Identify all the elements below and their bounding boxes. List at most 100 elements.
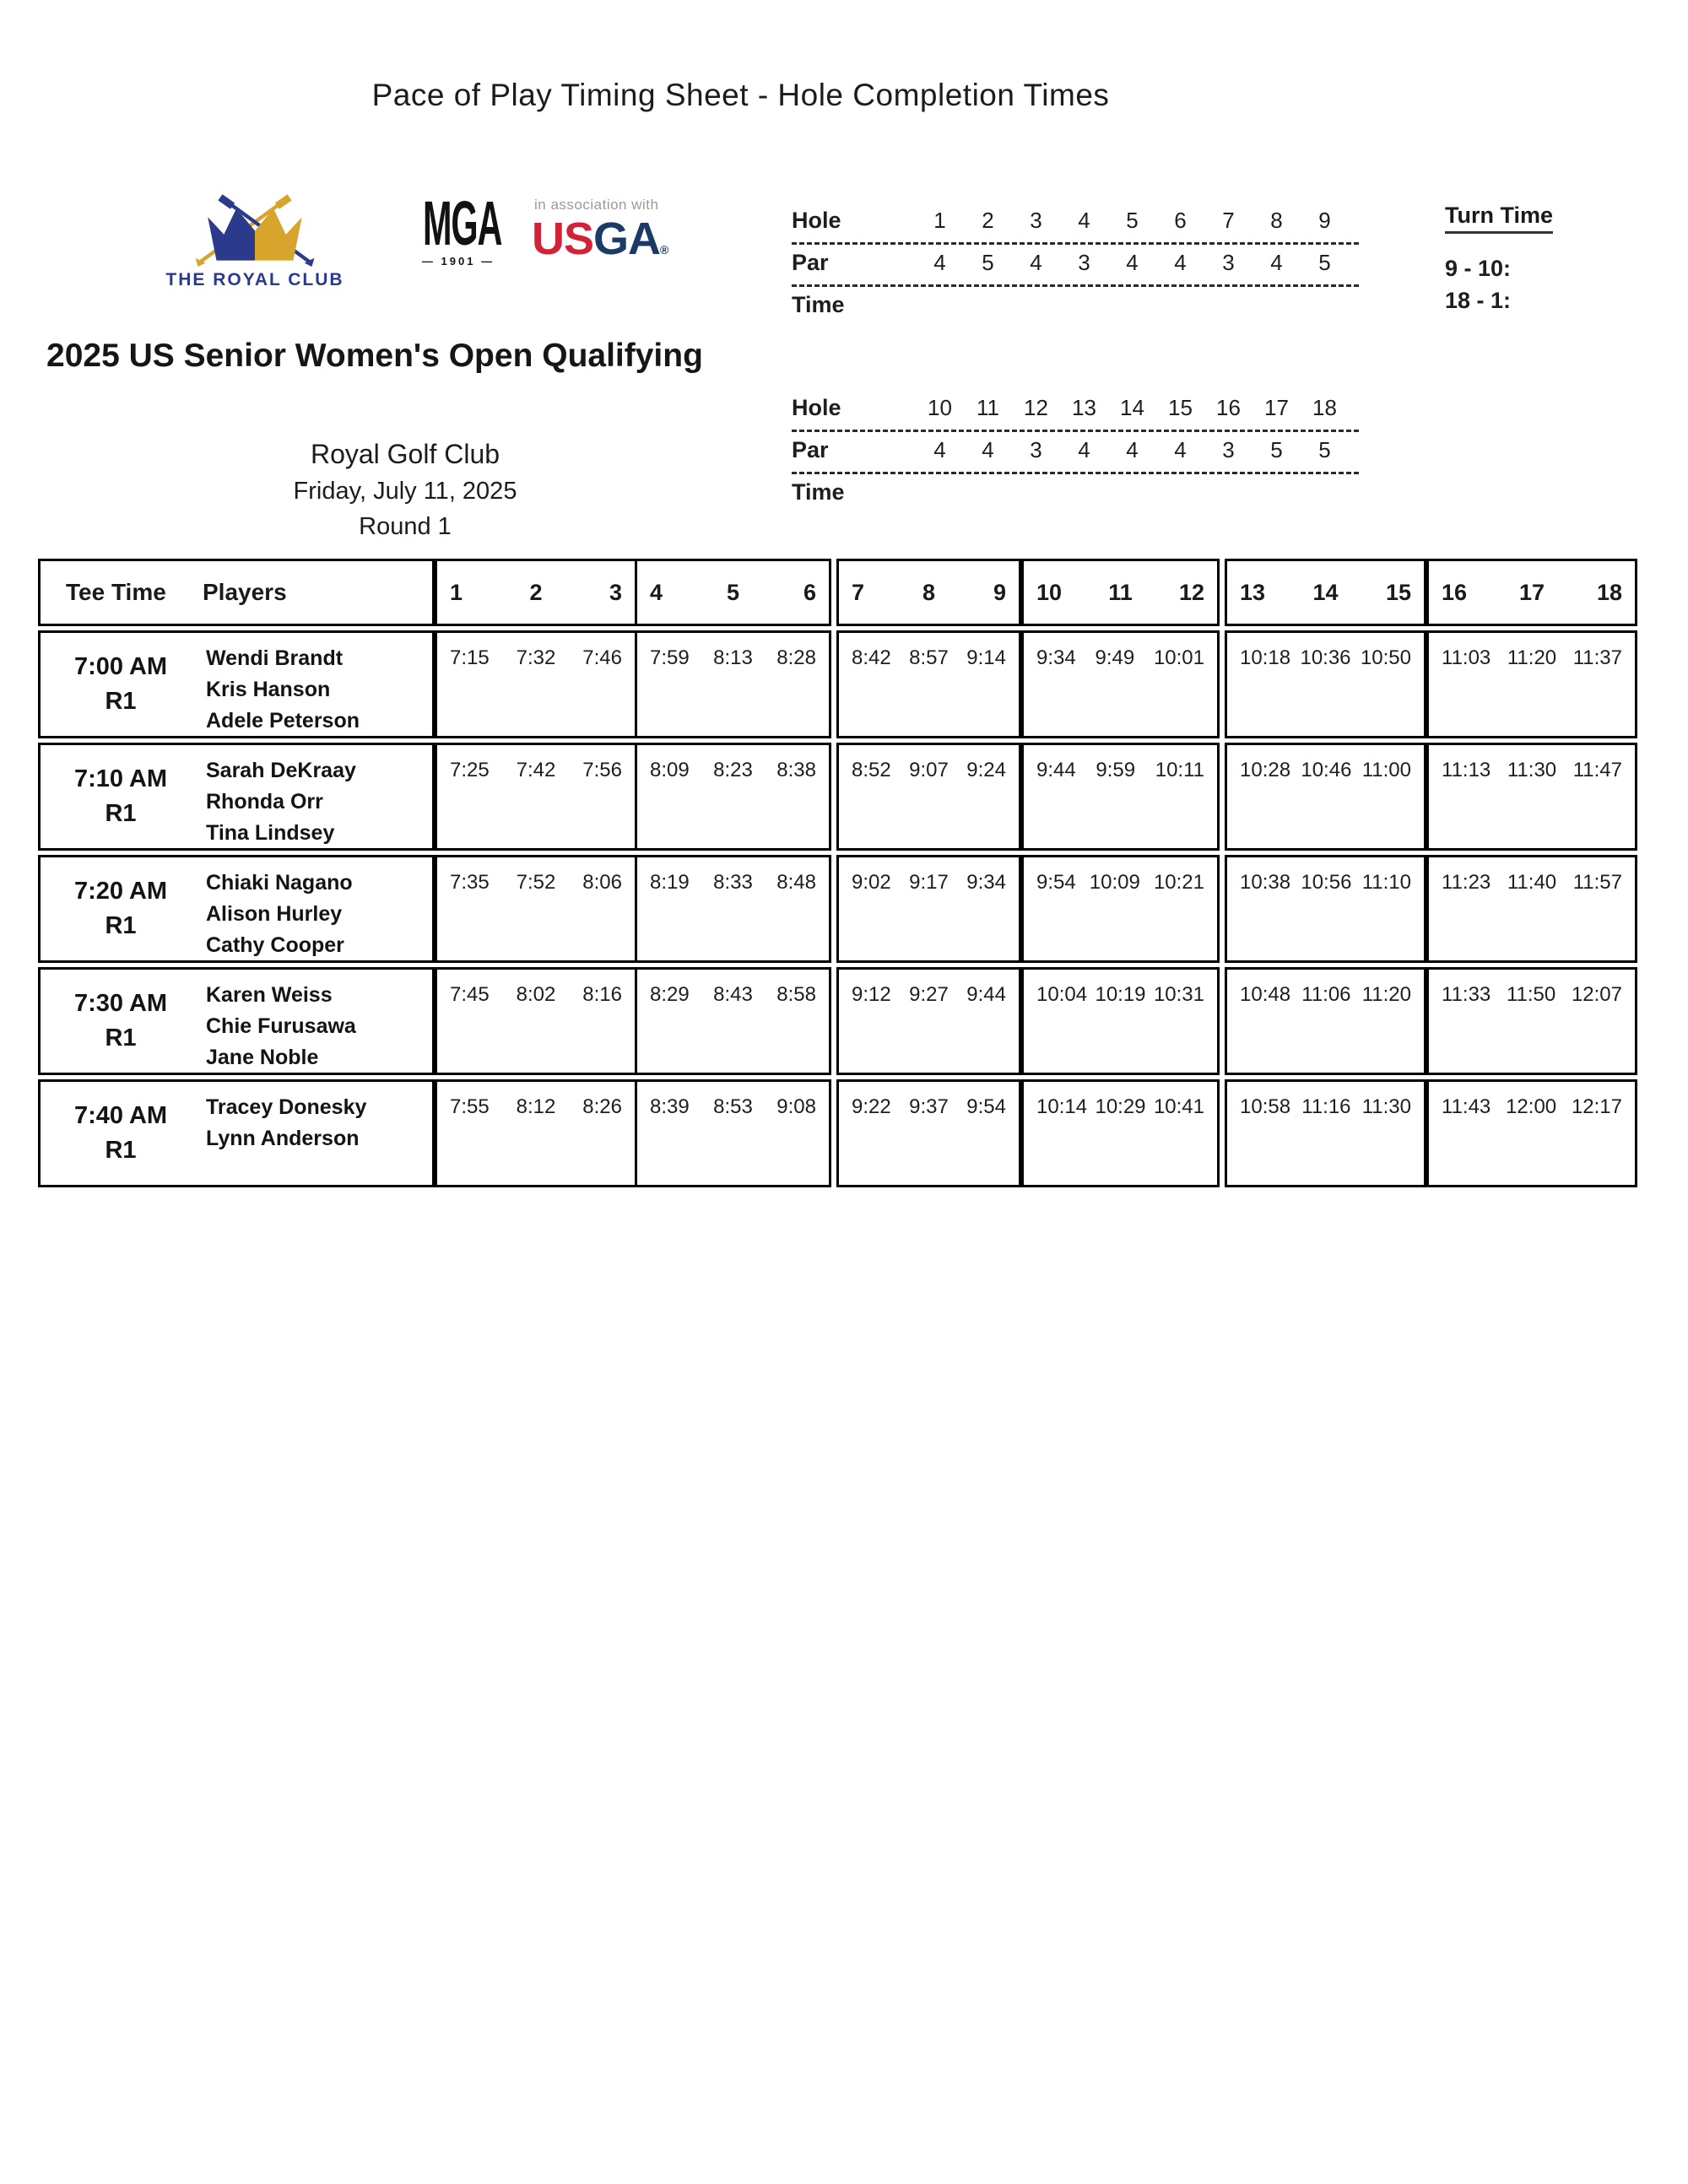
back-nine-table: Hole 10 11 12 13 14 15 16 17 18 Par 4 4 3 4 4 4 3 5 5 Time (792, 390, 1359, 516)
players-column-header: Players (203, 579, 287, 605)
hole-completion-time: 7:32 (516, 646, 556, 669)
hole-number-header: 6 (803, 579, 816, 605)
times-group: 8:29 8:43 8:58 (637, 967, 831, 1075)
header-hole-group: 1 2 3 (435, 559, 637, 626)
round-label: R1 (105, 912, 137, 939)
hole-completion-time: 7:42 (516, 759, 556, 781)
hole-completion-time: 7:15 (450, 646, 490, 669)
hole-completion-time: 8:53 (713, 1095, 753, 1118)
hole-value: 13 (1072, 395, 1096, 420)
hole-value: 2 (982, 208, 994, 233)
hole-completion-time: 8:12 (516, 1095, 556, 1118)
hole-completion-time: 12:07 (1571, 983, 1622, 1006)
hole-completion-time: 10:36 (1300, 646, 1351, 669)
times-group: 11:23 11:40 11:57 (1426, 855, 1637, 963)
player-name: Wendi Brandt (206, 646, 344, 670)
hole-completion-time: 9:37 (909, 1095, 949, 1118)
hole-number-header: 3 (609, 579, 622, 605)
hole-completion-time: 12:00 (1506, 1095, 1557, 1118)
hole-number-header: 16 (1442, 579, 1468, 605)
times-group: 8:39 8:53 9:08 (637, 1079, 831, 1187)
player-name: Jane Noble (206, 1046, 319, 1069)
hole-value: 18 (1312, 395, 1337, 420)
hole-completion-time: 9:59 (1096, 759, 1136, 781)
par-row: Par 4 5 4 3 4 4 3 4 5 (792, 245, 1359, 287)
hole-number-header: 15 (1385, 579, 1411, 605)
hole-completion-time: 8:48 (776, 871, 816, 894)
times-group: 8:52 9:07 9:24 (836, 743, 1021, 851)
hole-completion-time: 11:43 (1442, 1095, 1491, 1118)
hole-completion-time: 10:18 (1240, 646, 1291, 669)
hole-number-header: 17 (1518, 579, 1545, 605)
hole-completion-time: 8:33 (713, 871, 753, 894)
hole-number-header: 1 (450, 579, 463, 605)
hole-completion-time: 7:55 (450, 1095, 490, 1118)
hole-completion-time: 8:57 (909, 646, 949, 669)
hole-value: 8 (1270, 208, 1283, 233)
mga-wordmark: MGA (423, 188, 502, 258)
times-group: 11:43 12:00 12:17 (1426, 1079, 1637, 1187)
hole-value: 16 (1216, 395, 1241, 420)
hole-completion-time: 9:54 (1036, 871, 1076, 894)
hole-number-header: 2 (529, 579, 543, 605)
front-nine-table: Hole 1 2 3 4 5 6 7 8 9 Par 4 5 4 3 4 4 3 4 5 Time (792, 203, 1359, 329)
tee-time-cell: 7:20 AM R1 (41, 857, 201, 960)
player-name: Karen Weiss (206, 983, 333, 1007)
hole-completion-time: 11:47 (1572, 759, 1622, 781)
times-group: 10:38 10:56 11:10 (1225, 855, 1426, 963)
tee-time-cell: 7:30 AM R1 (41, 970, 201, 1073)
hole-completion-time: 10:29 (1095, 1095, 1146, 1118)
times-group: 8:09 8:23 8:38 (637, 743, 831, 851)
tee-players-cell: 7:10 AM R1 Sarah DeKraay Rhonda Orr Tina Lin… (38, 743, 435, 851)
header-hole-group: 7 8 9 (836, 559, 1021, 626)
player-name: Chie Furusawa (206, 1014, 356, 1038)
hole-number-header: 18 (1596, 579, 1622, 605)
times-group: 8:42 8:57 9:14 (836, 630, 1021, 738)
hole-label: Hole (792, 208, 841, 233)
hole-completion-time: 11:20 (1507, 646, 1557, 669)
hole-completion-time: 10:01 (1153, 646, 1204, 669)
tee-time-cell: 7:10 AM R1 (41, 745, 201, 848)
hole-number-header: 4 (650, 579, 663, 605)
hole-completion-time: 8:06 (582, 871, 622, 894)
player-name: Cathy Cooper (206, 933, 344, 957)
hole-completion-time: 8:43 (713, 983, 753, 1006)
times-group: 7:15 7:32 7:46 (435, 630, 637, 738)
tee-time-value: 7:10 AM (73, 765, 168, 792)
round-label: R1 (105, 1137, 137, 1164)
royal-club-logo: THE ROYAL CLUB (154, 192, 355, 290)
hole-completion-time: 8:02 (516, 983, 556, 1006)
hole-completion-time: 9:44 (966, 983, 1006, 1006)
hole-completion-time: 7:46 (582, 646, 622, 669)
tee-players-cell: 7:30 AM R1 Karen Weiss Chie Furusawa Jane No… (38, 967, 435, 1075)
pace-table: Tee Time Players 1 2 3 4 5 6 7 8 9 10 11 12 13 14 15 16 17… (38, 559, 1637, 1187)
header-hole-group: 16 17 18 (1426, 559, 1637, 626)
times-group: 9:12 9:27 9:44 (836, 967, 1021, 1075)
header-hole-group: 13 14 15 (1225, 559, 1426, 626)
hole-row: Hole 1 2 3 4 5 6 7 8 9 (792, 203, 1359, 245)
hole-completion-time: 9:12 (852, 983, 891, 1006)
hole-value: 3 (1030, 208, 1042, 233)
hole-completion-time: 10:38 (1240, 871, 1291, 894)
event-round: Round 1 (359, 513, 452, 540)
hole-number-header: 14 (1312, 579, 1339, 605)
hole-completion-time: 9:34 (1036, 646, 1076, 669)
times-group: 10:28 10:46 11:00 (1225, 743, 1426, 851)
usga-us-letters: US (532, 214, 594, 264)
turn-time-title: Turn Time (1445, 203, 1554, 234)
times-group: 9:54 10:09 10:21 (1021, 855, 1220, 963)
par-value: 4 (1126, 437, 1139, 462)
hole-completion-time: 11:00 (1361, 759, 1411, 781)
hole-completion-time: 11:23 (1442, 871, 1491, 894)
times-group: 9:22 9:37 9:54 (836, 1079, 1021, 1187)
par-value: 4 (1270, 250, 1283, 275)
par-value: 3 (1078, 250, 1090, 275)
royal-club-crown-icon (195, 194, 315, 267)
event-title: 2025 US Senior Women's Open Qualifying (46, 338, 703, 374)
group-row: 7:30 AM R1 Karen Weiss Chie Furusawa Jane No… (38, 967, 1637, 1075)
player-name: Adele Peterson (206, 709, 360, 733)
hole-completion-time: 9:22 (852, 1095, 891, 1118)
hole-completion-time: 7:45 (450, 983, 490, 1006)
hole-value: 15 (1168, 395, 1193, 420)
hole-completion-time: 8:13 (713, 646, 753, 669)
